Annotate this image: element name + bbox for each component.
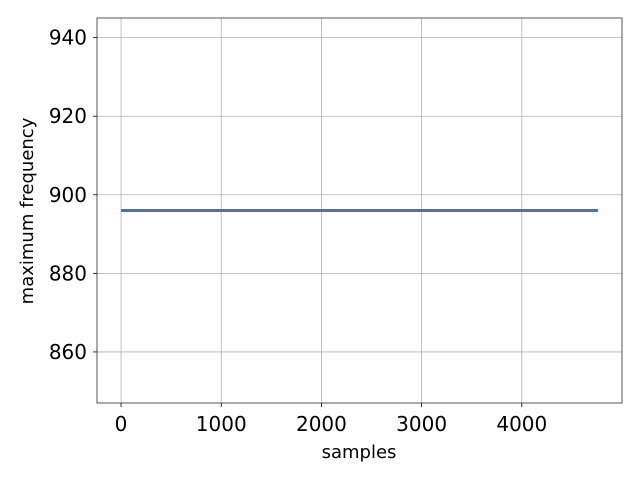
y-tick-label: 900 xyxy=(49,183,87,207)
x-tick-label: 0 xyxy=(115,412,128,436)
x-axis: 0 1000 2000 3000 4000 xyxy=(115,403,547,436)
x-tick-label: 2000 xyxy=(296,412,347,436)
x-tick-label: 4000 xyxy=(496,412,547,436)
plot-area-frame xyxy=(96,17,623,404)
y-tick-label: 880 xyxy=(49,261,87,285)
y-tick-label: 940 xyxy=(49,26,87,50)
y-tick-label: 860 xyxy=(49,340,87,364)
x-tick-label: 1000 xyxy=(196,412,247,436)
x-axis-label: samples xyxy=(322,442,397,463)
y-tick-label: 920 xyxy=(49,104,87,128)
x-tick-label: 3000 xyxy=(396,412,447,436)
y-axis-label: maximum frequency xyxy=(17,117,38,304)
y-axis: 860 880 900 920 940 xyxy=(49,26,97,364)
